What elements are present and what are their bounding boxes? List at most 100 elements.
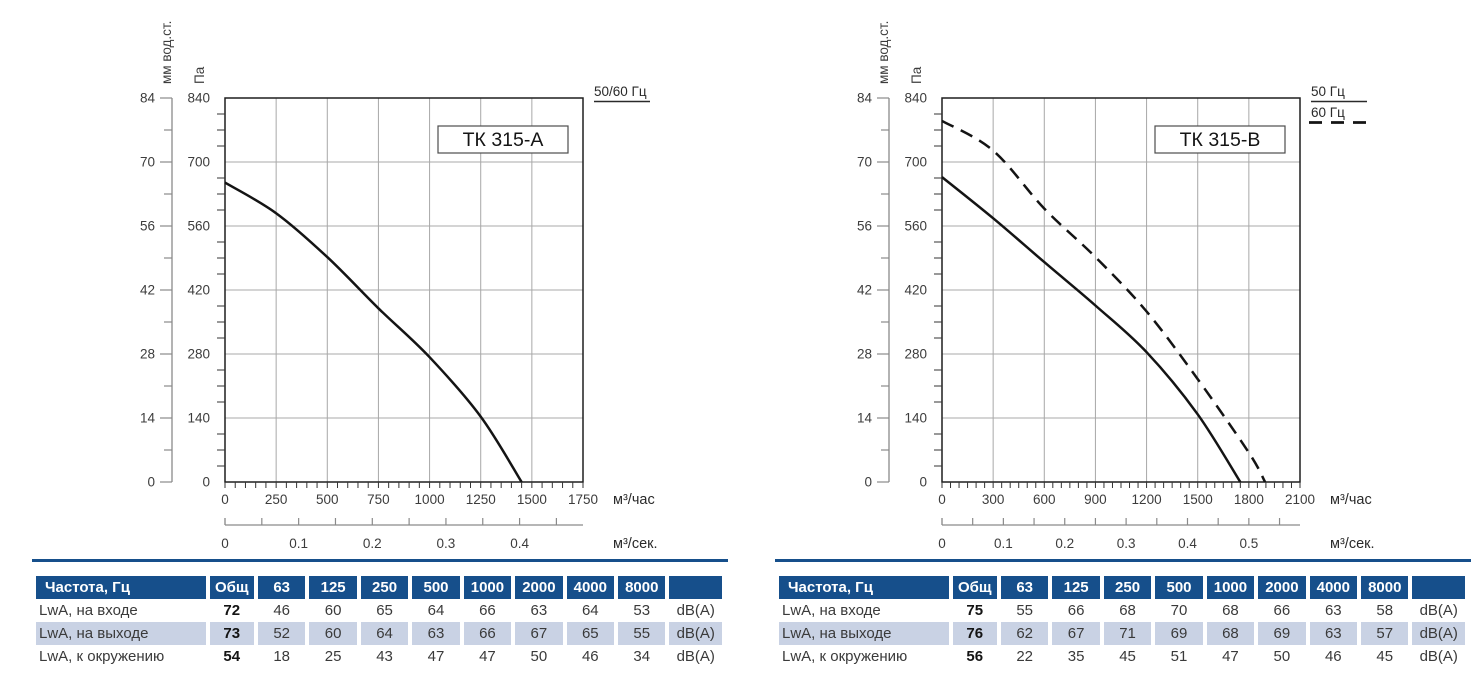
header-cell: 1000 <box>463 576 512 599</box>
band-value: 64 <box>360 622 409 645</box>
band-value: 18 <box>273 648 291 665</box>
header-cell: 250 <box>1103 576 1152 599</box>
svg-text:600: 600 <box>1033 492 1056 507</box>
band-value: 65 <box>566 622 615 645</box>
band-value: 63 <box>1309 622 1358 645</box>
table-row: LwA, к окружению 54 18 25 43 47 47 50 46 34 dB(A) <box>36 645 722 668</box>
band-value: 45 <box>1376 648 1394 665</box>
unit-label: dB(A) <box>676 602 715 619</box>
band-value: 46 <box>581 648 599 665</box>
band-value: 60 <box>324 602 342 619</box>
svg-text:0: 0 <box>147 475 155 490</box>
model-title-box <box>1154 125 1286 154</box>
band-value: 66 <box>463 622 512 645</box>
sound-level-table-tk315a: Частота, Гц Общ 63 125 250 500 1000 2000 4000 800… <box>32 559 728 668</box>
total-value: 75 <box>966 602 984 619</box>
svg-text:14: 14 <box>857 411 873 426</box>
band-value: 35 <box>1067 648 1085 665</box>
total-value: 73 <box>209 622 254 645</box>
svg-text:700: 700 <box>904 155 927 170</box>
header-cell: 125 <box>309 576 357 599</box>
band-value: 63 <box>412 622 460 645</box>
header-frequency-label: Частота, Гц <box>779 576 949 599</box>
row-label: LwA, к окружению <box>782 648 908 665</box>
x-axis-unit-m3h: м³/час <box>613 492 655 508</box>
svg-text:0.1: 0.1 <box>994 536 1013 551</box>
band-value: 53 <box>633 602 651 619</box>
band-value: 45 <box>1119 648 1136 665</box>
svg-text:560: 560 <box>187 219 210 234</box>
model-title-box <box>437 125 569 154</box>
svg-text:56: 56 <box>857 219 872 234</box>
chart-grid-axes-curves: 0 250 500 750 1000 1250 1500 175001402804205607… <box>140 91 598 552</box>
sound-level-table: Частота, Гц Общ 63 125 250 500 1000 2000 4000 800… <box>32 576 726 668</box>
svg-text:1800: 1800 <box>1234 492 1264 507</box>
band-value: 46 <box>273 602 291 619</box>
band-value: 68 <box>1206 622 1255 645</box>
svg-text:750: 750 <box>367 492 390 507</box>
svg-text:0: 0 <box>221 492 229 507</box>
band-value: 69 <box>1258 622 1306 645</box>
fan-curve-chart-tk315a: 0 250 500 750 1000 1250 1500 1750 0 140 280 420 560 7… <box>130 0 690 560</box>
band-value: 63 <box>1324 602 1342 619</box>
svg-text:250: 250 <box>265 492 288 507</box>
header-cell: 2000 <box>515 576 563 599</box>
unit-label: dB(A) <box>669 622 722 645</box>
band-value: 63 <box>530 602 548 619</box>
band-value: 47 <box>427 648 445 665</box>
table-header-row: Частота, Гц Общ 63 125 250 500 1000 2000 4000 800… <box>779 576 1465 599</box>
svg-text:560: 560 <box>904 219 927 234</box>
svg-text:1250: 1250 <box>466 492 496 507</box>
legend-label-50hz: 50 Гц <box>1311 84 1345 99</box>
svg-text:840: 840 <box>187 91 210 106</box>
band-value: 55 <box>1016 602 1034 619</box>
header-cell: 63 <box>1000 576 1049 599</box>
svg-text:0.2: 0.2 <box>1055 536 1074 551</box>
band-value: 52 <box>257 622 306 645</box>
model-title-label: ТК 315-В <box>1180 129 1261 151</box>
svg-text:420: 420 <box>187 283 210 298</box>
svg-text:420: 420 <box>904 283 927 298</box>
model-title-label: ТК 315-А <box>463 129 544 151</box>
svg-text:0.1: 0.1 <box>289 536 308 551</box>
band-value: 67 <box>515 622 563 645</box>
band-value: 34 <box>633 648 651 665</box>
header-cell: 4000 <box>566 576 615 599</box>
band-value: 66 <box>1273 602 1291 619</box>
band-value: 67 <box>1052 622 1100 645</box>
x-axis-unit-m3s: м³/сек. <box>613 536 658 552</box>
header-cell: 4000 <box>1309 576 1358 599</box>
curve-50hz <box>224 181 523 483</box>
band-value: 47 <box>1222 648 1239 665</box>
band-value: 47 <box>479 648 496 665</box>
svg-text:0: 0 <box>202 475 210 490</box>
band-value: 68 <box>1119 602 1136 619</box>
band-value: 50 <box>1273 648 1291 665</box>
svg-text:28: 28 <box>857 347 872 362</box>
y-axis-title-pa: Па <box>192 66 207 84</box>
table-top-rule <box>775 559 1471 562</box>
row-label: LwA, на входе <box>39 602 138 619</box>
table-row: LwA, к окружению 56 22 35 45 51 47 50 46 45 dB(A) <box>779 645 1465 668</box>
row-label: LwA, на выходе <box>36 622 206 645</box>
chart-grid-axes-curves: 0 300 600 900 1200 1500 1800 210001402804205607… <box>857 91 1315 552</box>
svg-text:14: 14 <box>140 411 156 426</box>
unit-label: dB(A) <box>1419 602 1458 619</box>
band-value: 64 <box>581 602 599 619</box>
svg-text:900: 900 <box>1084 492 1107 507</box>
svg-text:500: 500 <box>316 492 339 507</box>
table-header-row: Частота, Гц Общ 63 125 250 500 1000 2000 4000 800… <box>36 576 722 599</box>
sound-level-table-tk315b: Частота, Гц Общ 63 125 250 500 1000 2000 4000 800… <box>775 559 1471 668</box>
unit-label: dB(A) <box>676 648 715 665</box>
svg-text:280: 280 <box>904 347 927 362</box>
band-value: 62 <box>1000 622 1049 645</box>
table-row: LwA, на входе 75 55 66 68 70 68 66 63 58 dB(A) <box>779 599 1465 622</box>
band-value: 55 <box>618 622 666 645</box>
x-axis-unit-m3h: м³/час <box>1330 492 1372 508</box>
svg-text:28: 28 <box>140 347 155 362</box>
svg-text:84: 84 <box>140 91 156 106</box>
band-value: 50 <box>530 648 548 665</box>
header-cell: 8000 <box>618 576 666 599</box>
svg-text:1500: 1500 <box>1183 492 1213 507</box>
